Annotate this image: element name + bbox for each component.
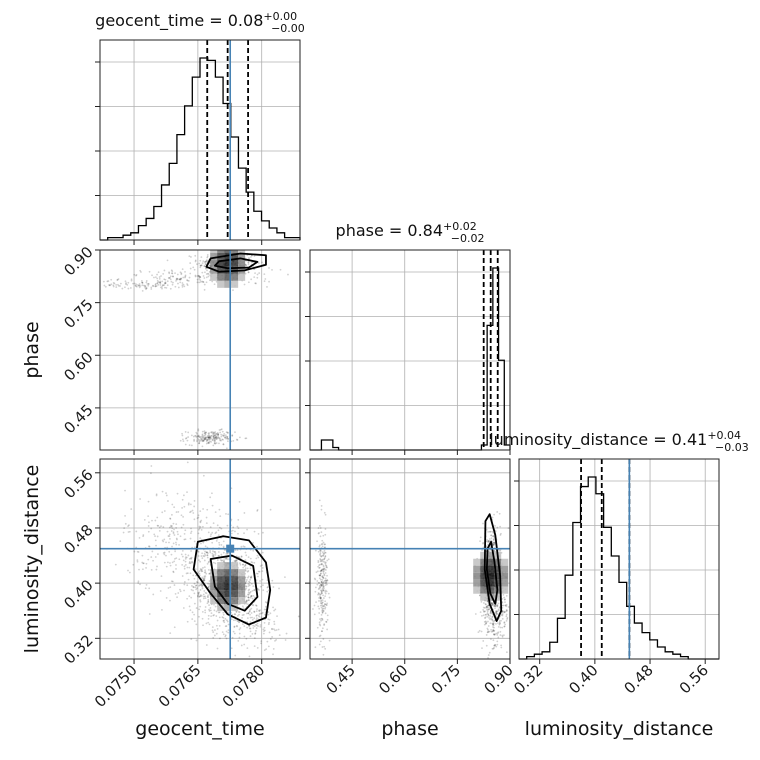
panel-title-luminosity_distance: luminosity_distance = 0.41+0.04 −0.03 <box>489 429 749 454</box>
y-tick-label-phase: 0.45 <box>60 401 96 437</box>
grid <box>95 459 300 664</box>
grid <box>514 459 719 664</box>
grid <box>95 249 300 455</box>
panel-frame <box>99 249 301 451</box>
contour-0 <box>192 535 272 626</box>
grid <box>95 40 300 245</box>
scatter-panel-phase-vs-luminosity_distance <box>305 458 511 664</box>
x-tick-label-phase: 0.60 <box>375 661 411 697</box>
panel-frame <box>99 458 301 660</box>
samples <box>114 461 300 658</box>
y-tick-label-luminosity_distance: 0.56 <box>60 466 96 502</box>
panel-frame <box>309 458 511 660</box>
hist-panel-geocent_time <box>95 39 301 245</box>
scatter-panel-geocent_time-vs-phase <box>95 249 301 455</box>
hist-panel-phase <box>305 249 511 455</box>
y-tick-label-phase: 0.90 <box>60 243 96 279</box>
histogram-geocent_time <box>100 57 301 241</box>
density-shading <box>210 250 246 288</box>
contour-1 <box>485 540 499 605</box>
density-shading <box>210 562 246 612</box>
contour-1 <box>209 554 259 612</box>
x-axis-label-phase: phase <box>381 718 438 740</box>
contour-0 <box>205 252 267 273</box>
x-tick-label-luminosity_distance: 0.56 <box>676 661 712 697</box>
x-tick-label-phase: 0.90 <box>480 661 516 697</box>
x-tick-label-luminosity_distance: 0.32 <box>510 661 546 697</box>
panel-frame <box>309 249 511 451</box>
hist-panel-luminosity_distance <box>514 458 720 664</box>
panel-frame <box>99 39 301 241</box>
samples <box>102 250 289 450</box>
x-tick-label-geocent_time: 0.0750 <box>91 661 141 711</box>
y-tick-label-luminosity_distance: 0.48 <box>60 521 96 557</box>
x-axis-label-geocent_time: geocent_time <box>135 718 264 740</box>
scatter-panel-geocent_time-vs-luminosity_distance <box>95 458 301 664</box>
x-tick-label-phase: 0.75 <box>428 661 464 697</box>
panel-title-phase: phase = 0.84+0.02 −0.02 <box>336 220 485 245</box>
x-tick-label-phase: 0.45 <box>323 661 359 697</box>
x-tick-label-geocent_time: 0.0780 <box>219 661 269 711</box>
truth-marker <box>226 544 235 553</box>
y-axis-label-luminosity_distance: luminosity_distance <box>21 465 43 654</box>
contour-0 <box>483 513 503 622</box>
y-tick-label-luminosity_distance: 0.32 <box>60 631 96 667</box>
panel-frame <box>518 458 720 660</box>
x-axis-label-luminosity_distance: luminosity_distance <box>525 718 714 740</box>
x-tick-label-luminosity_distance: 0.40 <box>565 661 601 697</box>
y-tick-label-luminosity_distance: 0.40 <box>60 576 96 612</box>
x-tick-label-luminosity_distance: 0.48 <box>621 661 657 697</box>
y-axis-label-phase: phase <box>21 321 43 378</box>
contour-1 <box>213 257 259 270</box>
histogram-phase <box>310 267 511 451</box>
grid <box>305 250 511 455</box>
y-tick-label-phase: 0.60 <box>60 348 96 384</box>
panel-title-geocent_time: geocent_time = 0.08+0.00 −0.00 <box>95 10 305 35</box>
histogram-luminosity_distance <box>519 476 719 660</box>
x-tick-label-geocent_time: 0.0765 <box>155 661 205 711</box>
y-tick-label-phase: 0.75 <box>60 296 96 332</box>
